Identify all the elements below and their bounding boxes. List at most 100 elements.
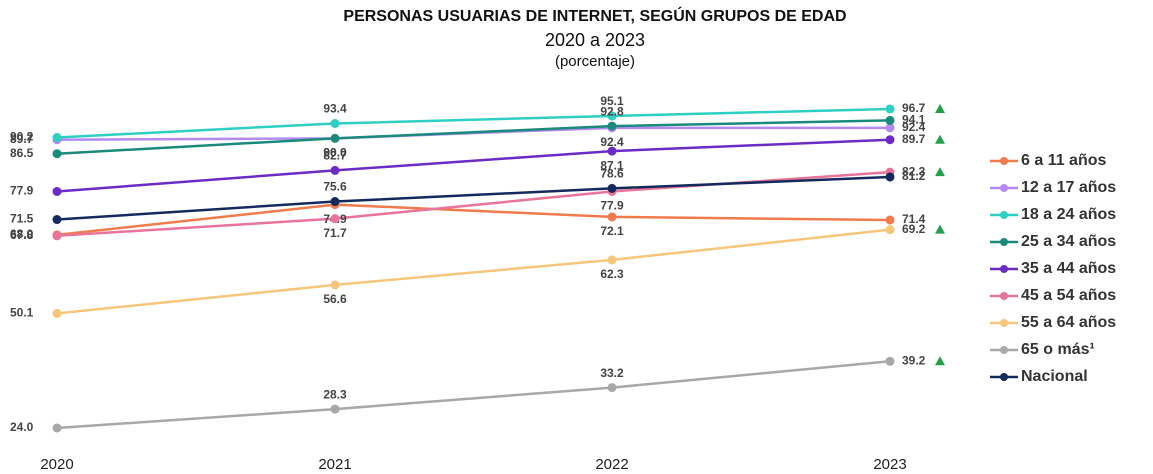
data-point [885,115,895,125]
increase-marker [935,134,945,144]
data-label: 90.0 [323,146,347,160]
data-point [52,308,62,318]
data-point [607,146,617,156]
data-point [330,133,340,143]
data-label: 82.3 [902,164,926,178]
data-label: 62.3 [600,267,624,281]
legend-label: 18 a 24 años [1021,206,1116,223]
data-label: 89.7 [10,132,34,146]
legend-label: 65 o más¹ [1021,341,1095,358]
legend-label: 25 a 34 años [1021,233,1116,250]
legend-label: 12 a 17 años [1021,179,1116,196]
data-label: 89.7 [902,132,926,146]
series-line [56,138,891,193]
legend-label: 55 a 64 años [1021,314,1116,331]
data-label: 96.7 [902,101,926,115]
data-point [330,118,340,128]
data-label: 94.1 [902,113,926,127]
legend-dot [1000,238,1008,246]
x-tick-label: 2022 [595,456,628,473]
data-label: 39.2 [902,353,926,367]
legend-dot [1000,157,1008,165]
legend-label: Nacional [1021,368,1088,385]
data-label: 77.9 [10,184,34,198]
data-point [52,423,62,433]
data-point [52,132,62,142]
data-label: 92.4 [902,120,926,134]
chart-title: PERSONAS USUARIAS DE INTERNET, SEGÚN GRU… [343,6,846,25]
data-point [885,104,895,114]
increase-marker [935,167,945,177]
data-point [330,404,340,414]
legend-label: 6 a 11 años [1021,152,1106,169]
data-label: 87.1 [600,158,624,172]
series-line [56,107,891,139]
legend-label: 45 a 54 años [1021,287,1116,304]
series-line [56,119,891,155]
data-point [52,215,62,225]
data-point [885,123,895,133]
data-label: 90.0 [323,146,347,160]
data-label: 71.7 [323,226,347,240]
increase-marker [935,103,945,113]
data-label: 93.4 [323,102,347,116]
series-line [56,175,891,221]
legend-dot [1000,211,1008,219]
series-line [56,360,891,430]
data-label: 33.2 [600,366,624,380]
data-point [330,165,340,175]
series-line [56,126,890,141]
data-label: 75.6 [323,180,347,194]
data-label: 72.1 [600,224,624,238]
legend-dot [1000,265,1008,273]
data-label: 67.8 [10,228,34,242]
data-point [607,121,617,131]
data-point [885,356,895,366]
data-label: 71.5 [10,212,34,226]
data-point [607,212,617,222]
x-tick-label: 2023 [873,456,906,473]
data-point [885,225,895,235]
data-label: 24.0 [10,420,34,434]
data-point [330,280,340,290]
legend-dot [1000,319,1008,327]
data-label: 69.2 [902,222,926,236]
data-point [885,172,895,182]
data-label: 92.4 [600,135,624,149]
data-point [885,135,895,145]
legend-dot [1000,346,1008,354]
data-label: 71.4 [902,212,926,226]
data-point [52,186,62,196]
data-label: 50.1 [10,306,34,320]
data-label: 56.6 [323,292,347,306]
data-label: 81.2 [902,169,926,183]
unit-label: (porcentaje) [555,53,635,70]
legend-label: 35 a 44 años [1021,260,1116,277]
data-label: 77.9 [600,199,624,213]
data-point [607,183,617,193]
x-tick-label: 2021 [318,456,351,473]
legend-dot [1000,292,1008,300]
data-label: 82.7 [323,149,347,163]
data-point [52,149,62,159]
series-line [56,228,891,315]
data-point [607,383,617,393]
data-point [885,215,895,225]
data-label: 68.0 [10,227,34,241]
data-label: 95.1 [600,94,624,108]
data-point [607,255,617,265]
data-label: 86.5 [10,146,34,160]
data-label: 78.6 [600,167,624,181]
data-point [330,214,340,224]
increase-marker [935,224,945,234]
data-label: 92.8 [600,104,624,118]
increase-marker [935,356,945,366]
x-tick-label: 2020 [40,456,73,473]
legend-dot [1000,184,1008,192]
chart-subtitle: 2020 a 2023 [545,30,645,50]
data-point [607,111,617,121]
data-point [52,231,62,241]
legend-dot [1000,373,1008,381]
data-label: 90.2 [10,130,34,144]
